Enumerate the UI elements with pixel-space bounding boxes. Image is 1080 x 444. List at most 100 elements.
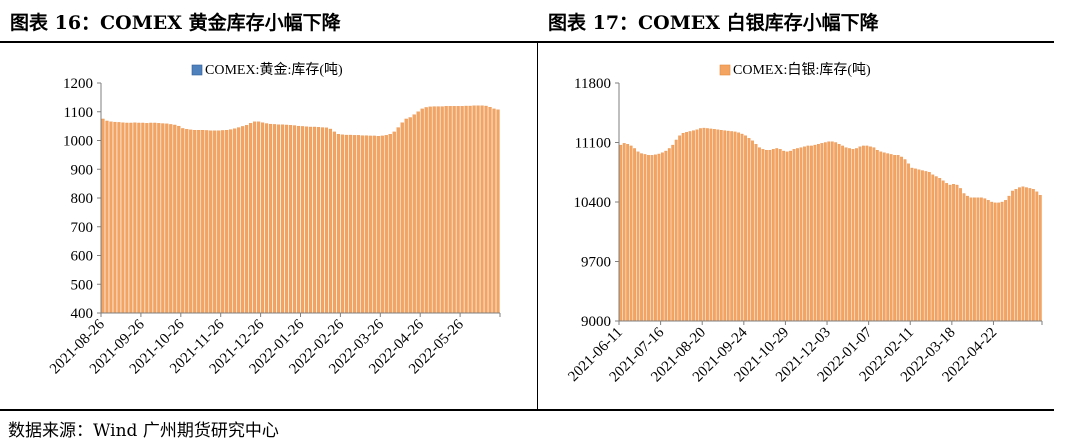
bar xyxy=(955,184,959,322)
bar xyxy=(706,128,709,322)
bar xyxy=(751,140,754,322)
y-tick-label: 11100 xyxy=(575,136,611,152)
bar xyxy=(938,178,942,322)
bar xyxy=(488,107,492,314)
bar xyxy=(810,145,813,322)
bar xyxy=(764,150,768,322)
bar xyxy=(113,121,117,314)
bar xyxy=(1004,200,1008,322)
bar xyxy=(889,154,893,322)
bar xyxy=(990,201,994,322)
bar xyxy=(903,159,907,322)
bar xyxy=(716,129,720,322)
bar xyxy=(372,135,376,314)
bar xyxy=(169,124,173,314)
bar xyxy=(917,169,921,322)
bar xyxy=(245,125,249,314)
bar xyxy=(726,130,730,322)
y-tick-label: 9700 xyxy=(581,255,611,271)
bar xyxy=(941,180,945,322)
bar xyxy=(1000,201,1004,322)
bar xyxy=(723,130,727,322)
bar xyxy=(886,153,890,322)
bar xyxy=(650,155,654,322)
bar xyxy=(848,148,851,322)
bar xyxy=(754,144,758,322)
bar xyxy=(920,170,924,322)
bar xyxy=(1038,195,1042,322)
y-tick-label: 800 xyxy=(71,191,94,207)
bar xyxy=(782,150,786,322)
bar xyxy=(758,147,761,322)
bar xyxy=(1011,190,1014,322)
bar xyxy=(719,130,723,322)
bar xyxy=(640,153,643,322)
bar xyxy=(654,154,657,322)
bar xyxy=(879,151,883,322)
bar xyxy=(177,125,181,314)
panel-divider xyxy=(537,41,538,409)
bar xyxy=(872,147,876,322)
bar xyxy=(332,131,337,314)
bar xyxy=(636,151,640,322)
bar xyxy=(664,150,668,322)
bar xyxy=(681,133,685,322)
bar xyxy=(820,143,824,322)
bar xyxy=(213,130,217,314)
bar xyxy=(622,143,626,322)
bar xyxy=(496,109,500,314)
bar xyxy=(896,155,900,322)
bar xyxy=(647,155,650,322)
legend-label: COMEX:白银:库存(吨) xyxy=(733,62,871,78)
y-tick-label: 1200 xyxy=(63,76,93,92)
bar xyxy=(380,135,384,314)
bar xyxy=(340,134,344,314)
y-tick-label: 10400 xyxy=(574,195,612,211)
bar xyxy=(300,126,305,314)
bar xyxy=(233,128,237,314)
bar xyxy=(1024,187,1028,322)
bar xyxy=(225,130,229,314)
bar xyxy=(352,135,356,314)
bar xyxy=(855,148,858,322)
bar xyxy=(629,145,633,322)
bar xyxy=(416,111,420,314)
bar xyxy=(803,146,806,322)
bar xyxy=(384,135,388,314)
bar xyxy=(643,154,647,322)
bar xyxy=(813,144,817,322)
bar xyxy=(348,134,352,314)
bar xyxy=(695,129,699,322)
bar xyxy=(685,132,689,322)
y-tick-label: 400 xyxy=(71,306,94,322)
bottom-rule xyxy=(0,409,1054,411)
bar xyxy=(364,135,368,314)
bar xyxy=(456,106,460,314)
bar xyxy=(280,124,285,314)
bar xyxy=(979,197,983,322)
bar xyxy=(284,124,289,314)
bar xyxy=(121,122,125,314)
bar xyxy=(161,123,165,314)
bar xyxy=(464,105,468,314)
bar xyxy=(492,108,496,314)
bar xyxy=(480,105,484,314)
bar xyxy=(972,197,976,322)
bar xyxy=(674,139,678,322)
bar xyxy=(678,135,682,322)
bar xyxy=(412,114,416,314)
bar xyxy=(744,135,747,322)
bar xyxy=(1035,191,1039,322)
bar xyxy=(105,120,109,314)
bar xyxy=(472,105,476,314)
bar xyxy=(692,130,695,322)
bar xyxy=(792,149,796,322)
legend-label: COMEX:黄金:库存(吨) xyxy=(205,61,343,78)
bar xyxy=(858,146,862,322)
bar xyxy=(356,135,360,314)
bar xyxy=(217,130,221,314)
bar xyxy=(931,174,935,322)
bar xyxy=(181,128,185,314)
bar xyxy=(436,106,440,314)
bar xyxy=(633,148,636,322)
